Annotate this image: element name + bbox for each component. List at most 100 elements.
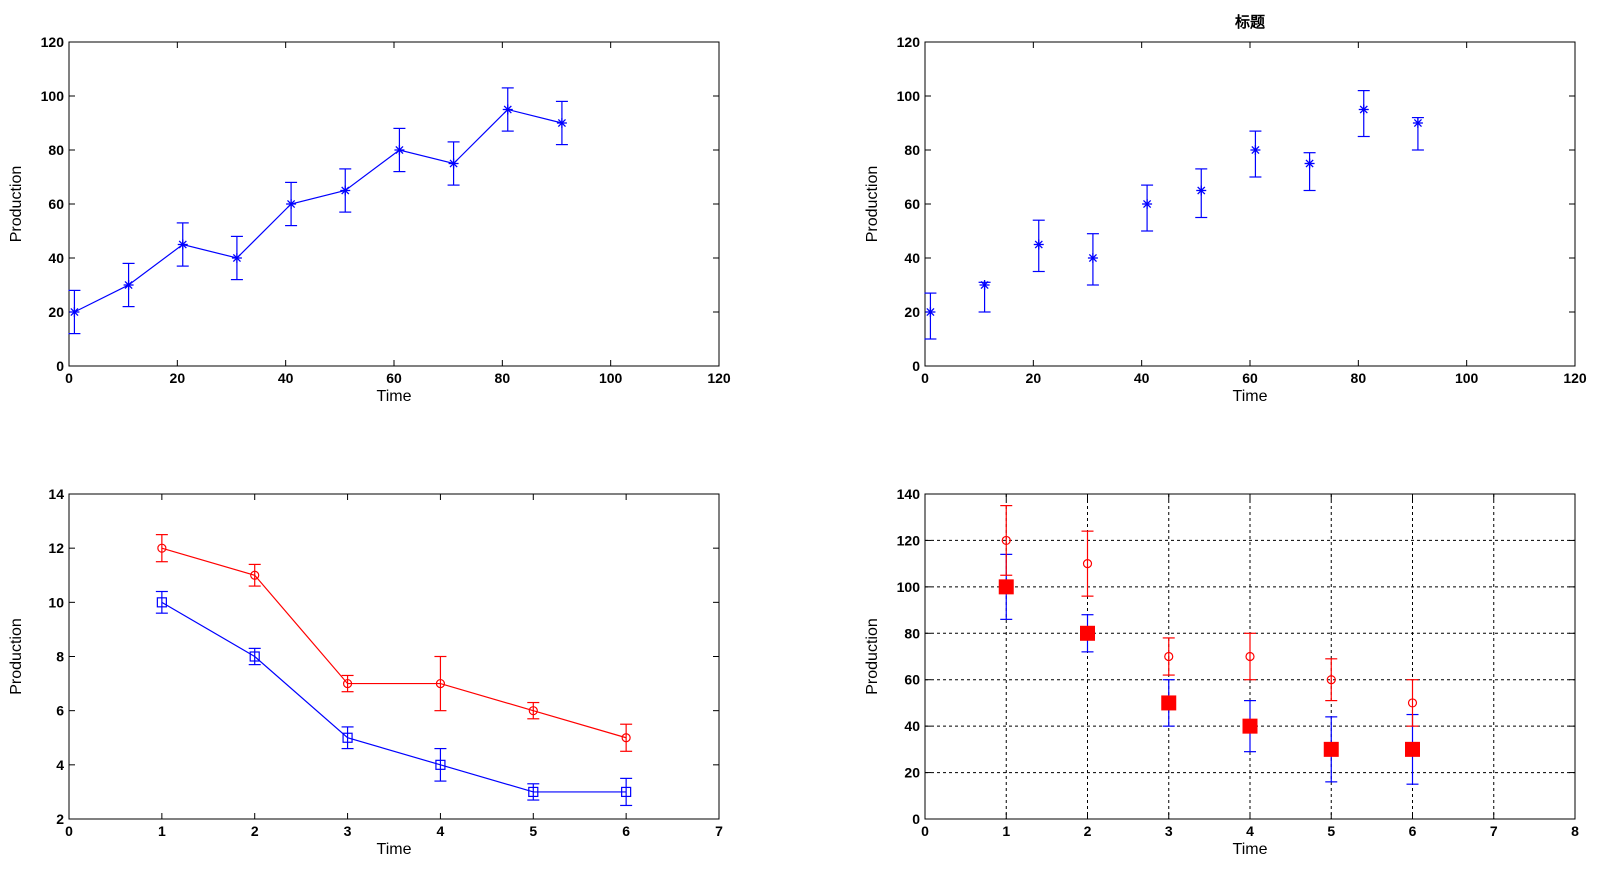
y-tick-label: 6	[56, 703, 64, 719]
y-tick-label: 40	[904, 250, 920, 266]
data-point	[998, 579, 1014, 595]
x-tick-label: 120	[1563, 370, 1587, 386]
data-point-d2	[341, 186, 350, 195]
x-axis-label: Time	[377, 388, 412, 405]
x-tick-label: 20	[1026, 370, 1042, 386]
y-tick-label: 40	[48, 250, 64, 266]
x-tick-label: 40	[278, 370, 294, 386]
x-tick-label: 3	[1165, 823, 1173, 839]
x-tick-label: 0	[921, 370, 929, 386]
x-tick-label: 100	[1455, 370, 1479, 386]
y-axis-label: Production	[8, 166, 25, 243]
data-point	[286, 199, 297, 209]
error-bar	[434, 747, 447, 782]
error-bar	[1244, 632, 1256, 681]
data-point-d2	[395, 145, 404, 155]
x-tick-label: 6	[622, 823, 630, 839]
data-point-d2	[926, 307, 935, 317]
data-point	[1142, 199, 1153, 209]
y-tick-label: 80	[904, 142, 920, 158]
data-point	[1323, 741, 1339, 757]
data-point	[394, 145, 405, 155]
x-tick-label: 0	[65, 370, 73, 386]
y-axis-label: Production	[864, 618, 881, 695]
series-1	[155, 534, 633, 752]
series-1	[998, 553, 1420, 785]
data-point	[342, 678, 353, 689]
data-point-d2	[1251, 145, 1260, 155]
data-point	[1033, 239, 1044, 250]
data-point	[1161, 695, 1177, 711]
y-tick-label: 120	[41, 34, 65, 50]
data-point	[1407, 698, 1418, 708]
x-tick-label: 0	[921, 823, 929, 839]
x-tick-label: 2	[251, 823, 259, 839]
error-bar	[341, 674, 354, 693]
data-point	[123, 280, 134, 290]
data-point	[1358, 104, 1369, 115]
data-point	[340, 185, 351, 196]
error-bar	[1406, 679, 1419, 727]
y-tick-label: 8	[56, 649, 64, 665]
data-point	[1164, 651, 1174, 662]
error-bar	[527, 701, 540, 720]
series-2	[155, 590, 633, 807]
x-tick-label: 5	[529, 823, 537, 839]
data-point	[1087, 253, 1098, 263]
y-tick-label: 100	[41, 88, 65, 104]
x-tick-label: 1	[158, 823, 166, 839]
data-point	[1082, 559, 1093, 569]
x-tick-label: 2	[1084, 823, 1092, 839]
error-bar	[248, 647, 261, 666]
y-tick-label: 60	[48, 196, 64, 212]
error-bar	[155, 534, 168, 563]
series-1	[924, 89, 1424, 340]
data-point-d2	[1034, 240, 1043, 249]
data-point	[1196, 185, 1207, 196]
y-tick-label: 80	[904, 625, 920, 641]
data-point-d2	[503, 105, 512, 114]
data-point-d2	[557, 118, 566, 128]
x-tick-label: 60	[386, 370, 402, 386]
error-bar	[341, 726, 354, 750]
y-tick-label: 0	[56, 358, 64, 374]
error-bar	[155, 590, 168, 614]
y-tick-label: 20	[904, 304, 920, 320]
data-point-d2	[449, 159, 458, 168]
data-point-d2	[1197, 186, 1206, 195]
error-bar	[620, 777, 633, 807]
x-tick-label: 100	[599, 370, 623, 386]
x-tick-label: 4	[1246, 823, 1254, 839]
x-tick-label: 8	[1571, 823, 1579, 839]
y-axis-label: Production	[864, 166, 881, 243]
chart-title: 标题	[1234, 13, 1266, 31]
series-line	[161, 547, 627, 739]
x-tick-label: 80	[1351, 370, 1367, 386]
y-tick-label: 120	[897, 532, 921, 548]
y-tick-label: 12	[48, 540, 64, 556]
y-tick-label: 0	[912, 811, 920, 827]
x-tick-label: 60	[1242, 370, 1258, 386]
y-tick-label: 20	[904, 765, 920, 781]
x-tick-label: 1	[1002, 823, 1010, 839]
x-tick-label: 120	[707, 370, 731, 386]
error-bar	[527, 783, 540, 801]
y-tick-label: 120	[897, 34, 921, 50]
x-tick-label: 4	[437, 823, 445, 839]
y-axis-label: Production	[8, 618, 25, 695]
y-tick-label: 0	[912, 358, 920, 374]
data-point	[156, 597, 167, 608]
chart-2: 0 20 40 60 80 100 120 0 20 40 60 80 100 120 Time Produc…	[864, 13, 1587, 405]
x-tick-label: 7	[1490, 823, 1498, 839]
data-point-d2	[1305, 159, 1314, 168]
y-tick-label: 140	[897, 486, 921, 502]
data-point	[1001, 535, 1011, 546]
data-point	[1326, 675, 1336, 685]
chart-1: 0 20 40 60 80 100 120 0 20 40 60 80 100 120 Time Produc…	[8, 34, 731, 405]
data-point	[342, 732, 353, 743]
data-point	[621, 733, 631, 743]
data-point-d2	[1359, 105, 1368, 114]
x-tick-label: 80	[495, 370, 511, 386]
x-axis-label: Time	[377, 841, 412, 858]
y-tick-label: 20	[48, 304, 64, 320]
